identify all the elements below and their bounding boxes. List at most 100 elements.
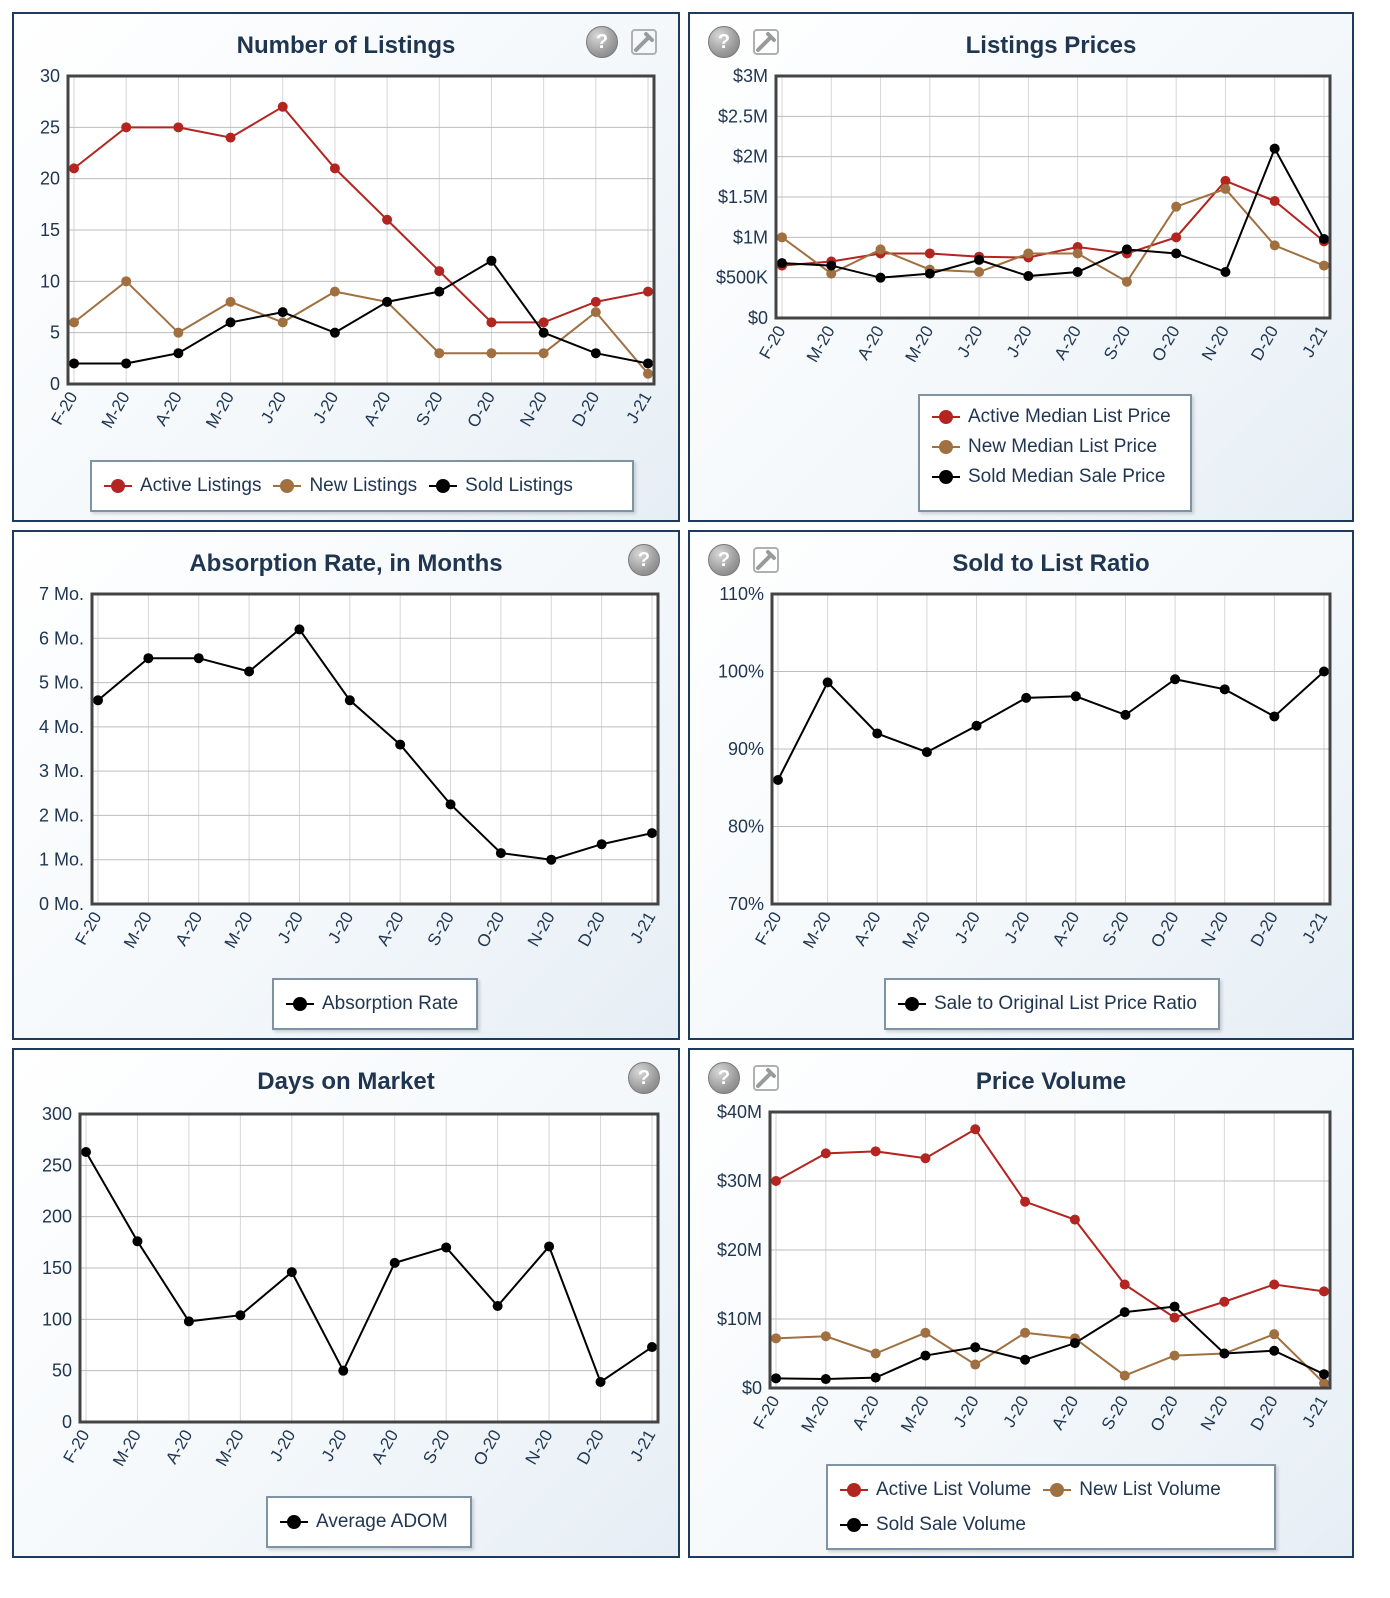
data-point[interactable] bbox=[974, 267, 985, 278]
data-point[interactable] bbox=[1219, 1348, 1230, 1359]
data-point[interactable] bbox=[486, 255, 497, 266]
data-point[interactable] bbox=[647, 1342, 657, 1353]
help-icon[interactable]: ? bbox=[708, 26, 740, 58]
data-point[interactable] bbox=[1269, 711, 1280, 722]
data-point[interactable] bbox=[1170, 674, 1181, 685]
data-point[interactable] bbox=[1069, 1338, 1080, 1349]
data-point[interactable] bbox=[771, 1333, 781, 1344]
data-point[interactable] bbox=[777, 258, 787, 269]
data-point[interactable] bbox=[1121, 276, 1132, 287]
legend-item[interactable]: New List Volume bbox=[1043, 1479, 1221, 1501]
data-point[interactable] bbox=[173, 327, 184, 338]
legend-item[interactable]: Sold Median Sale Price bbox=[932, 466, 1166, 488]
legend-item[interactable]: Average ADOM bbox=[280, 1511, 448, 1533]
data-point[interactable] bbox=[538, 317, 549, 328]
legend-item[interactable]: New Median List Price bbox=[932, 436, 1157, 458]
data-point[interactable] bbox=[826, 268, 837, 279]
data-point[interactable] bbox=[1072, 267, 1083, 278]
data-point[interactable] bbox=[132, 1236, 143, 1247]
data-point[interactable] bbox=[771, 1176, 781, 1186]
data-point[interactable] bbox=[329, 327, 340, 338]
data-point[interactable] bbox=[826, 260, 837, 271]
data-point[interactable] bbox=[382, 214, 393, 225]
help-icon[interactable]: ? bbox=[708, 1062, 740, 1094]
data-point[interactable] bbox=[1269, 240, 1280, 251]
data-point[interactable] bbox=[277, 317, 288, 328]
data-point[interactable] bbox=[235, 1310, 246, 1321]
data-point[interactable] bbox=[1119, 1279, 1130, 1290]
data-point[interactable] bbox=[1319, 1378, 1329, 1389]
data-point[interactable] bbox=[389, 1257, 400, 1268]
data-point[interactable] bbox=[921, 747, 932, 758]
data-point[interactable] bbox=[875, 244, 886, 255]
data-point[interactable] bbox=[920, 1350, 931, 1361]
data-point[interactable] bbox=[244, 666, 255, 677]
data-point[interactable] bbox=[1220, 175, 1231, 186]
data-point[interactable] bbox=[434, 266, 445, 277]
data-point[interactable] bbox=[971, 720, 982, 731]
data-point[interactable] bbox=[1319, 233, 1329, 244]
data-point[interactable] bbox=[924, 268, 935, 279]
data-point[interactable] bbox=[590, 348, 601, 359]
data-point[interactable] bbox=[1220, 267, 1231, 278]
data-point[interactable] bbox=[538, 327, 549, 338]
tool-icon[interactable] bbox=[750, 1062, 782, 1094]
data-point[interactable] bbox=[434, 286, 445, 297]
data-point[interactable] bbox=[822, 677, 833, 688]
data-point[interactable] bbox=[69, 358, 79, 369]
data-point[interactable] bbox=[773, 775, 783, 785]
data-point[interactable] bbox=[492, 1300, 503, 1311]
data-point[interactable] bbox=[121, 358, 132, 369]
data-point[interactable] bbox=[777, 232, 787, 243]
data-point[interactable] bbox=[1171, 232, 1182, 243]
tool-icon[interactable] bbox=[750, 544, 782, 576]
data-point[interactable] bbox=[441, 1242, 452, 1253]
data-point[interactable] bbox=[445, 799, 456, 810]
data-point[interactable] bbox=[595, 1376, 606, 1387]
data-point[interactable] bbox=[1269, 196, 1280, 207]
data-point[interactable] bbox=[173, 122, 184, 133]
data-point[interactable] bbox=[924, 248, 935, 259]
help-icon[interactable]: ? bbox=[628, 1062, 660, 1094]
data-point[interactable] bbox=[546, 854, 557, 865]
data-point[interactable] bbox=[1269, 1279, 1280, 1290]
data-point[interactable] bbox=[1020, 1327, 1031, 1338]
data-point[interactable] bbox=[1120, 709, 1131, 720]
data-point[interactable] bbox=[1219, 684, 1230, 695]
data-point[interactable] bbox=[225, 317, 236, 328]
tool-icon[interactable] bbox=[628, 26, 660, 58]
data-point[interactable] bbox=[1023, 248, 1034, 259]
help-icon[interactable]: ? bbox=[628, 544, 660, 576]
data-point[interactable] bbox=[970, 1342, 981, 1353]
data-point[interactable] bbox=[1269, 1329, 1280, 1340]
data-point[interactable] bbox=[193, 653, 204, 664]
data-point[interactable] bbox=[643, 358, 653, 369]
data-point[interactable] bbox=[121, 122, 132, 133]
data-point[interactable] bbox=[277, 101, 288, 112]
data-point[interactable] bbox=[121, 276, 132, 287]
data-point[interactable] bbox=[875, 272, 886, 283]
data-point[interactable] bbox=[1319, 1369, 1329, 1380]
legend-item[interactable]: New Listings bbox=[273, 475, 417, 497]
data-point[interactable] bbox=[173, 348, 184, 359]
data-point[interactable] bbox=[1169, 1312, 1180, 1323]
data-point[interactable] bbox=[820, 1374, 831, 1385]
legend-item[interactable]: Sale to Original List Price Ratio bbox=[898, 993, 1197, 1015]
data-point[interactable] bbox=[538, 348, 549, 359]
data-point[interactable] bbox=[1319, 666, 1329, 677]
data-point[interactable] bbox=[643, 368, 653, 379]
data-point[interactable] bbox=[225, 296, 236, 307]
legend-item[interactable]: Active Listings bbox=[104, 475, 261, 497]
legend-item[interactable]: Sold Listings bbox=[429, 475, 573, 497]
data-point[interactable] bbox=[920, 1327, 931, 1338]
data-point[interactable] bbox=[338, 1365, 349, 1376]
data-point[interactable] bbox=[395, 739, 406, 750]
data-point[interactable] bbox=[590, 307, 601, 318]
data-point[interactable] bbox=[970, 1359, 981, 1370]
data-point[interactable] bbox=[277, 307, 288, 318]
data-point[interactable] bbox=[1319, 260, 1329, 271]
data-point[interactable] bbox=[1169, 1350, 1180, 1361]
data-point[interactable] bbox=[974, 254, 985, 265]
data-point[interactable] bbox=[970, 1124, 981, 1135]
data-point[interactable] bbox=[544, 1241, 555, 1252]
